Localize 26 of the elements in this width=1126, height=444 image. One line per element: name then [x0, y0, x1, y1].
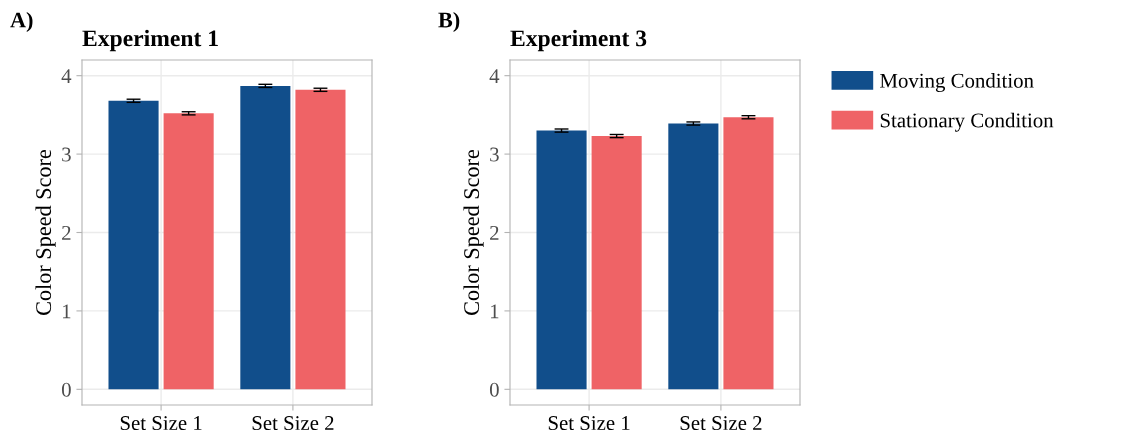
y-tick-label: 3 [490, 147, 499, 162]
text: A) [10, 11, 33, 33]
text: B) [438, 11, 460, 33]
chart-title: Experiment 1 [82, 29, 218, 52]
y-tick-label: 2 [62, 225, 71, 240]
y-tick-label: 0 [61, 382, 71, 397]
legend-label: Stationary Condition [880, 112, 1054, 132]
y-axis-title: Color Speed Score [463, 149, 484, 315]
y-tick-label: 1 [63, 304, 71, 319]
y-tick-label: 0 [489, 382, 499, 397]
y-tick-label: 4 [61, 69, 72, 83]
bar [591, 136, 642, 390]
legend-label: Moving Condition [880, 73, 1034, 93]
y-tick-label: 3 [62, 147, 71, 162]
x-tick-label: Set Size 2 [252, 416, 334, 431]
y-tick-label: 1 [491, 304, 499, 319]
bar [723, 117, 774, 390]
y-tick-label: 4 [489, 69, 500, 83]
x-tick-label: Set Size 1 [548, 416, 630, 431]
bar [536, 130, 587, 390]
bar [668, 123, 719, 390]
x-tick-label: Set Size 1 [120, 416, 202, 431]
x-tick-label: Set Size 2 [680, 416, 762, 431]
y-tick-label: 2 [490, 225, 499, 240]
chart-title: Experiment 3 [510, 29, 647, 52]
y-axis-title: Color Speed Score [35, 149, 56, 315]
